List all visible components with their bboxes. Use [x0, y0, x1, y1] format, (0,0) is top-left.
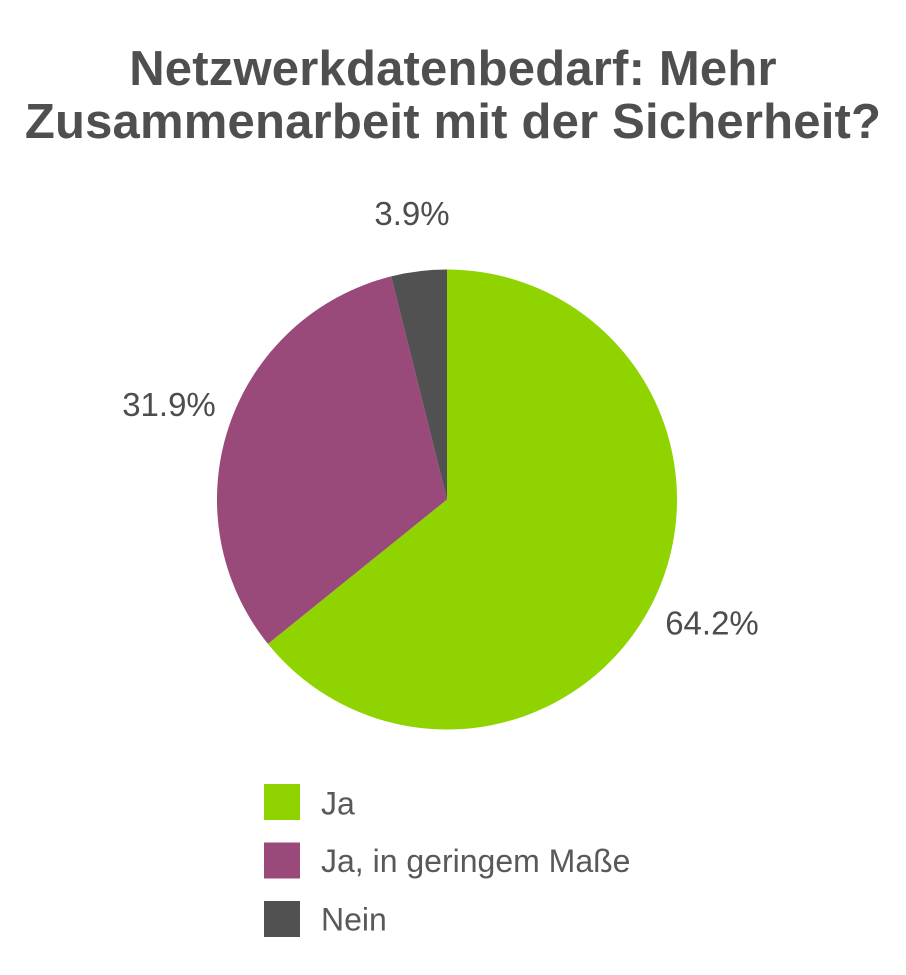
svg-text:3.9%: 3.9%: [374, 195, 449, 232]
svg-text:Ja, in geringem Maße: Ja, in geringem Maße: [321, 843, 630, 879]
svg-text:64.2%: 64.2%: [665, 605, 759, 642]
svg-text:Nein: Nein: [321, 902, 387, 938]
svg-text:31.9%: 31.9%: [122, 386, 216, 423]
svg-text:Ja: Ja: [321, 786, 355, 822]
